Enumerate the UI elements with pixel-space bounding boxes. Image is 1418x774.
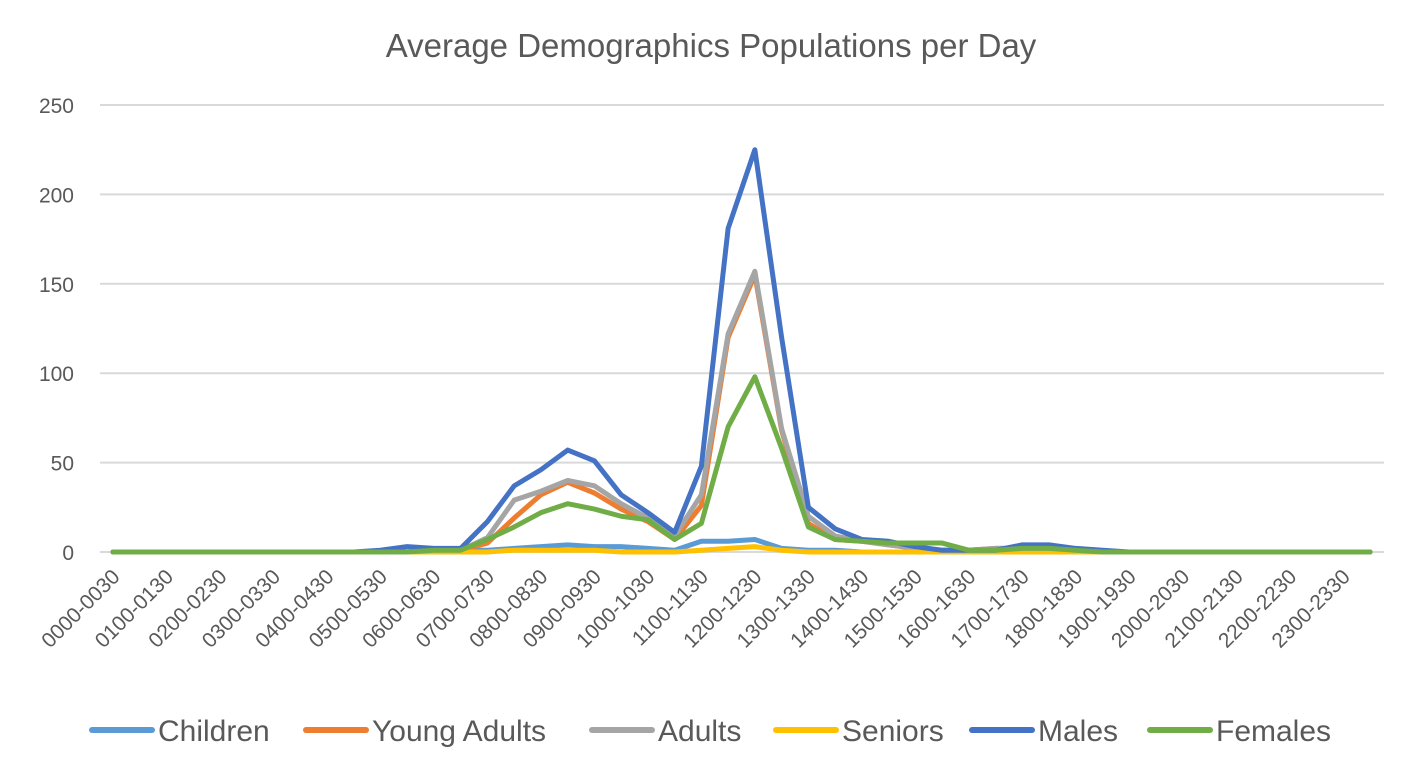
series-line-males <box>110 147 1373 555</box>
series-lines <box>110 147 1373 555</box>
series-line-adults <box>110 268 1373 555</box>
y-tick-label: 250 <box>39 95 74 118</box>
y-tick-label: 50 <box>51 453 74 476</box>
series-line-young-adults <box>110 272 1373 555</box>
legend-label: Females <box>1216 715 1331 748</box>
legend-label: Adults <box>658 715 741 748</box>
y-tick-label: 150 <box>39 274 74 297</box>
legend-label: Children <box>158 715 270 748</box>
legend-label: Young Adults <box>372 715 546 748</box>
gridlines <box>100 104 1384 553</box>
y-axis-ticks: 0 50 100 150 200 250 <box>39 95 74 565</box>
legend-label: Seniors <box>842 715 944 748</box>
y-tick-label: 200 <box>39 184 74 207</box>
series-line-females <box>110 374 1373 555</box>
legend: Children Young Adults Adults Seniors Males Fe… <box>89 715 1331 748</box>
y-tick-label: 100 <box>39 363 74 386</box>
legend-label: Males <box>1038 715 1118 748</box>
y-tick-label: 0 <box>62 542 74 565</box>
chart-title: Average Demographics Populations per Day <box>386 27 1037 64</box>
x-axis-ticks: 0000-00300100-01300200-02300300-03300400… <box>37 565 1355 652</box>
